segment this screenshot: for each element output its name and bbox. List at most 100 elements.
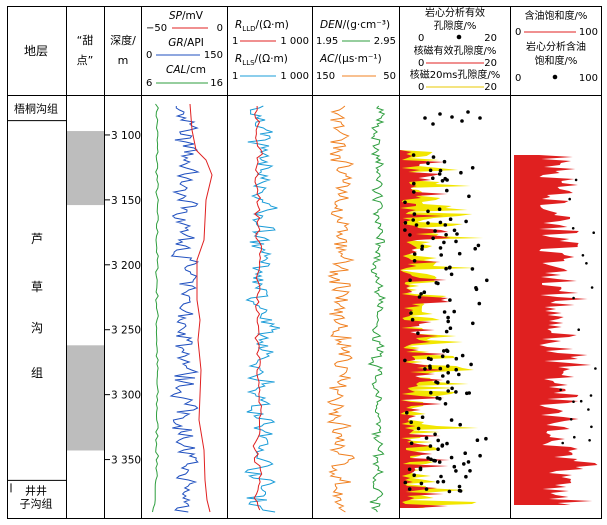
track5-header: 含油饱和度/% 0 100 岩心分析含油 饱和度/% 0 100 — [515, 9, 598, 84]
core-porosity-point — [439, 253, 444, 257]
core-porosity-point — [439, 474, 443, 479]
core-por-label-1: 岩心分析有效 — [425, 6, 485, 19]
core-porosity-point — [468, 469, 472, 473]
core-porosity-point — [438, 220, 443, 225]
core-saturation-point — [588, 439, 591, 442]
nmr-por-min: 0 — [418, 58, 424, 69]
core-porosity-point — [454, 367, 459, 372]
core-porosity-point — [426, 456, 430, 460]
core-porosity-point — [445, 441, 449, 446]
depth-tick-label: 3 300 — [111, 390, 141, 402]
outer-border — [7, 6, 602, 519]
nmr20-por-max: 20 — [484, 82, 497, 93]
rlld-label: RLLD/(Ω·m) — [235, 19, 289, 33]
core-porosity-point — [442, 159, 447, 164]
core-porosity-point — [433, 432, 437, 437]
core-porosity-point — [437, 460, 442, 464]
core-porosity-point — [410, 317, 415, 322]
rlld-max: 1 000 — [280, 36, 309, 47]
core-porosity-point — [412, 473, 417, 478]
ac-unit: /(μs·m⁻¹) — [335, 53, 382, 65]
core-porosity-point — [424, 436, 429, 440]
core-porosity-point — [441, 479, 446, 484]
core-porosity-point — [458, 489, 463, 493]
core-porosity-point — [403, 480, 408, 485]
formation-label-jingjingzigou-2: 子沟组 — [20, 496, 53, 510]
core-porosity-point — [419, 292, 423, 296]
core-porosity-point — [440, 354, 445, 359]
core-porosity-point — [452, 228, 457, 233]
core-porosity-point — [462, 462, 466, 466]
depth-tick-label: 3 150 — [111, 195, 141, 207]
gr-name: GR — [168, 37, 183, 49]
core-porosity-point — [412, 190, 416, 194]
so-min: 0 — [515, 27, 521, 38]
core-porosity-point — [447, 265, 452, 270]
formation-label-lucaogou-char: 芦 — [31, 232, 43, 246]
core-porosity-point — [449, 455, 454, 460]
cal-min: 6 — [146, 78, 152, 89]
core-porosity-point — [440, 179, 445, 183]
core-saturation-point — [579, 399, 583, 403]
track1-header: SP/mV −50 0 GR/API 0 150 CAL/cm 6 16 — [146, 10, 223, 89]
core-porosity-point — [420, 415, 425, 420]
core-porosity-point — [403, 221, 408, 225]
gr-unit: /API — [184, 37, 204, 49]
core-porosity-point — [454, 390, 458, 394]
core-porosity-point — [411, 153, 416, 157]
track2-curves — [244, 105, 281, 513]
rlls-name: R — [235, 53, 242, 65]
core-saturation-point — [572, 400, 575, 404]
core-porosity-point — [457, 484, 462, 489]
rlls-sub: LLS — [242, 59, 255, 67]
gr-label: GR/API — [168, 37, 204, 49]
core-porosity-point — [450, 115, 454, 119]
gr-curve — [169, 106, 200, 513]
core-porosity-point — [478, 453, 482, 458]
rlld-curve — [252, 105, 263, 511]
core-porosity-point — [436, 281, 440, 286]
core-porosity-point — [446, 315, 450, 320]
core-porosity-point — [454, 356, 459, 361]
core-por-max: 20 — [484, 33, 497, 44]
core-porosity-point — [455, 232, 459, 236]
core-porosity-point — [459, 170, 463, 175]
sweet-spot-interval — [67, 345, 104, 451]
core-porosity-point — [442, 310, 447, 314]
sp-curve — [189, 103, 213, 513]
core-porosity-point — [452, 464, 457, 469]
depth-tick-label: 3 100 — [111, 130, 141, 142]
core-porosity-point — [412, 212, 417, 216]
core-porosity-point — [403, 358, 407, 363]
rlld-min: 1 — [232, 36, 238, 47]
core-porosity-point — [471, 321, 475, 326]
rlls-max: 1 000 — [280, 71, 309, 82]
core-porosity-point — [418, 466, 423, 471]
core-saturation-point — [572, 296, 575, 300]
core-porosity-point — [477, 301, 482, 306]
core-porosity-point — [476, 243, 481, 248]
track1-curves — [152, 103, 213, 513]
core-porosity-point — [475, 438, 480, 443]
nmr20-por-min: 0 — [418, 82, 424, 93]
core-porosity-point — [469, 362, 473, 367]
depth-tick-label: 3 250 — [111, 325, 141, 337]
core-porosity-point — [411, 218, 416, 222]
core-porosity-point — [458, 422, 463, 427]
cal-max: 16 — [210, 78, 223, 89]
core-porosity-point — [441, 374, 445, 378]
core-porosity-point — [412, 259, 417, 263]
sweet-spot-interval — [67, 131, 104, 206]
den-unit: /(g·cm⁻³) — [343, 19, 391, 31]
core-porosity-point — [460, 119, 464, 123]
core-porosity-point — [405, 410, 409, 415]
core-porosity-point — [416, 331, 420, 336]
core-porosity-point — [424, 487, 429, 491]
core-porosity-point — [460, 353, 465, 358]
core-porosity-point — [412, 252, 417, 256]
core-porosity-point — [433, 459, 438, 463]
core-porosity-point — [437, 172, 442, 176]
ac-max: 50 — [383, 71, 396, 82]
core-porosity-point — [454, 469, 458, 473]
core-porosity-point — [446, 319, 451, 324]
